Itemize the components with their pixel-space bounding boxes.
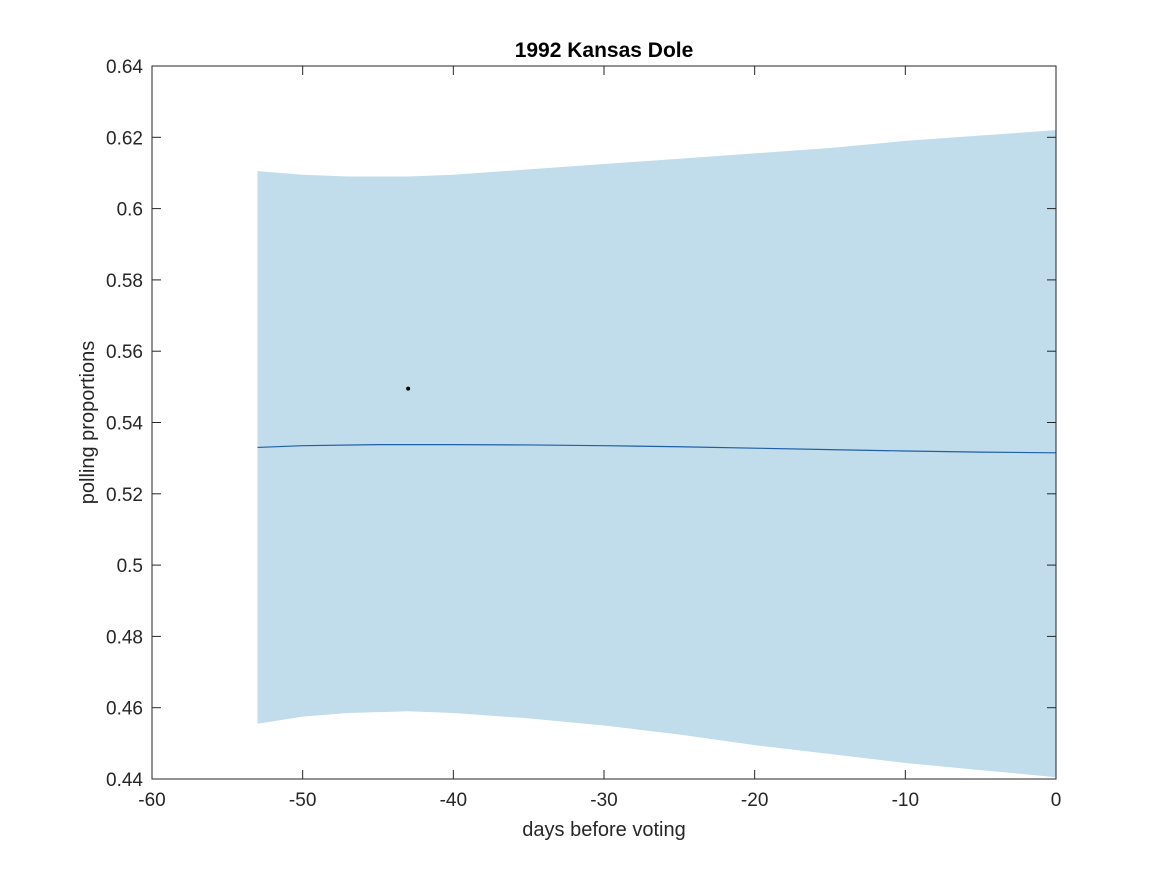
x-tick-label: -20	[741, 790, 768, 811]
x-tick-label: -50	[289, 790, 316, 811]
y-tick-label: 0.58	[106, 271, 143, 292]
x-tick-label: 0	[1051, 790, 1062, 811]
y-tick-label: 0.46	[106, 699, 143, 720]
y-tick-label: 0.6	[117, 200, 143, 221]
chart-title: 1992 Kansas Dole	[515, 39, 694, 62]
series-line-0	[257, 444, 1057, 454]
y-tick-label: 0.54	[106, 414, 143, 435]
y-tick-label: 0.62	[106, 128, 143, 149]
y-tick-label: 0.5	[117, 556, 143, 577]
y-axis-label: polling proportions	[77, 341, 99, 504]
y-tick-label: 0.64	[106, 57, 143, 78]
x-tick-label: -40	[440, 790, 467, 811]
x-tick-label: -60	[138, 790, 165, 811]
x-tick-label: -30	[590, 790, 617, 811]
y-tick-label: 0.52	[106, 485, 143, 506]
y-tick-label: 0.44	[106, 770, 143, 791]
confidence-band	[257, 130, 1057, 778]
x-tick-label: -10	[892, 790, 919, 811]
x-axis-label: days before voting	[522, 819, 685, 841]
y-tick-label: 0.56	[106, 342, 143, 363]
plot-area	[257, 130, 1057, 778]
y-tick-label: 0.48	[106, 627, 143, 648]
data-point-0	[406, 386, 411, 391]
ticks: -60 -50 -40 -30 -20 -10 0 0.44 0.46 0.48 0.5 0.52 0.…	[106, 57, 1061, 811]
